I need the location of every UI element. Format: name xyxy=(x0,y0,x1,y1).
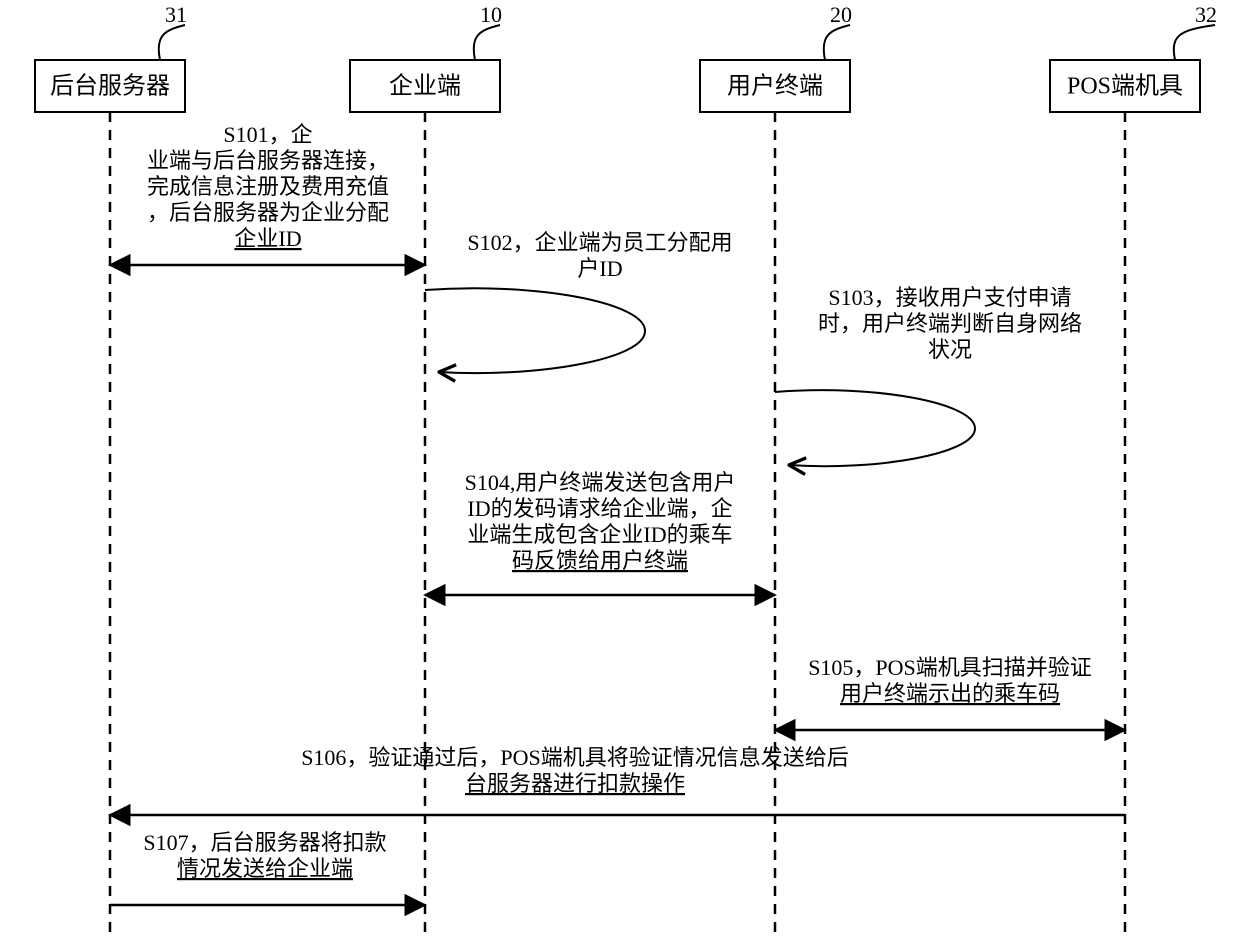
leader-line xyxy=(1174,25,1215,60)
sequence-diagram: 31 后台服务器 10 企业端 20 用户终端 32 POS端机具 S101，企业端与后台服务… xyxy=(0,0,1240,939)
s105-label: S105，POS端机具扫描并验证用户终端示出的乘车码 xyxy=(808,655,1092,706)
s104-label: S104,用户终端发送包含用户ID的发码请求给企业端，企业端生成包含企业ID的乘… xyxy=(465,470,736,573)
s102-label: S102，企业端为员工分配用户ID xyxy=(467,230,732,281)
lane-label-server: 后台服务器 xyxy=(50,73,170,100)
s103-arrow xyxy=(775,390,975,466)
lane-label-pos: POS端机具 xyxy=(1067,73,1183,100)
leader-line xyxy=(474,25,500,60)
lane-ref-user: 20 xyxy=(830,2,852,27)
lane-ref-pos: 32 xyxy=(1195,2,1217,27)
s107-label: S107，后台服务器将扣款情况发送给企业端 xyxy=(143,830,386,881)
s103-label: S103，接收用户支付申请时，用户终端判断自身网络状况 xyxy=(818,285,1082,362)
s106-label: S106，验证通过后，POS端机具将验证情况信息发送给后台服务器进行扣款操作 xyxy=(301,745,849,796)
s102-arrow xyxy=(425,288,645,373)
lane-label-enterprise: 企业端 xyxy=(389,73,461,100)
leader-line xyxy=(824,25,850,60)
s101-label: S101，企业端与后台服务器连接，完成信息注册及费用充值，后台服务器为企业分配企… xyxy=(147,122,389,251)
lane-ref-server: 31 xyxy=(165,2,187,27)
lane-label-user: 用户终端 xyxy=(727,73,823,100)
leader-line xyxy=(159,25,185,60)
lane-ref-enterprise: 10 xyxy=(480,2,502,27)
